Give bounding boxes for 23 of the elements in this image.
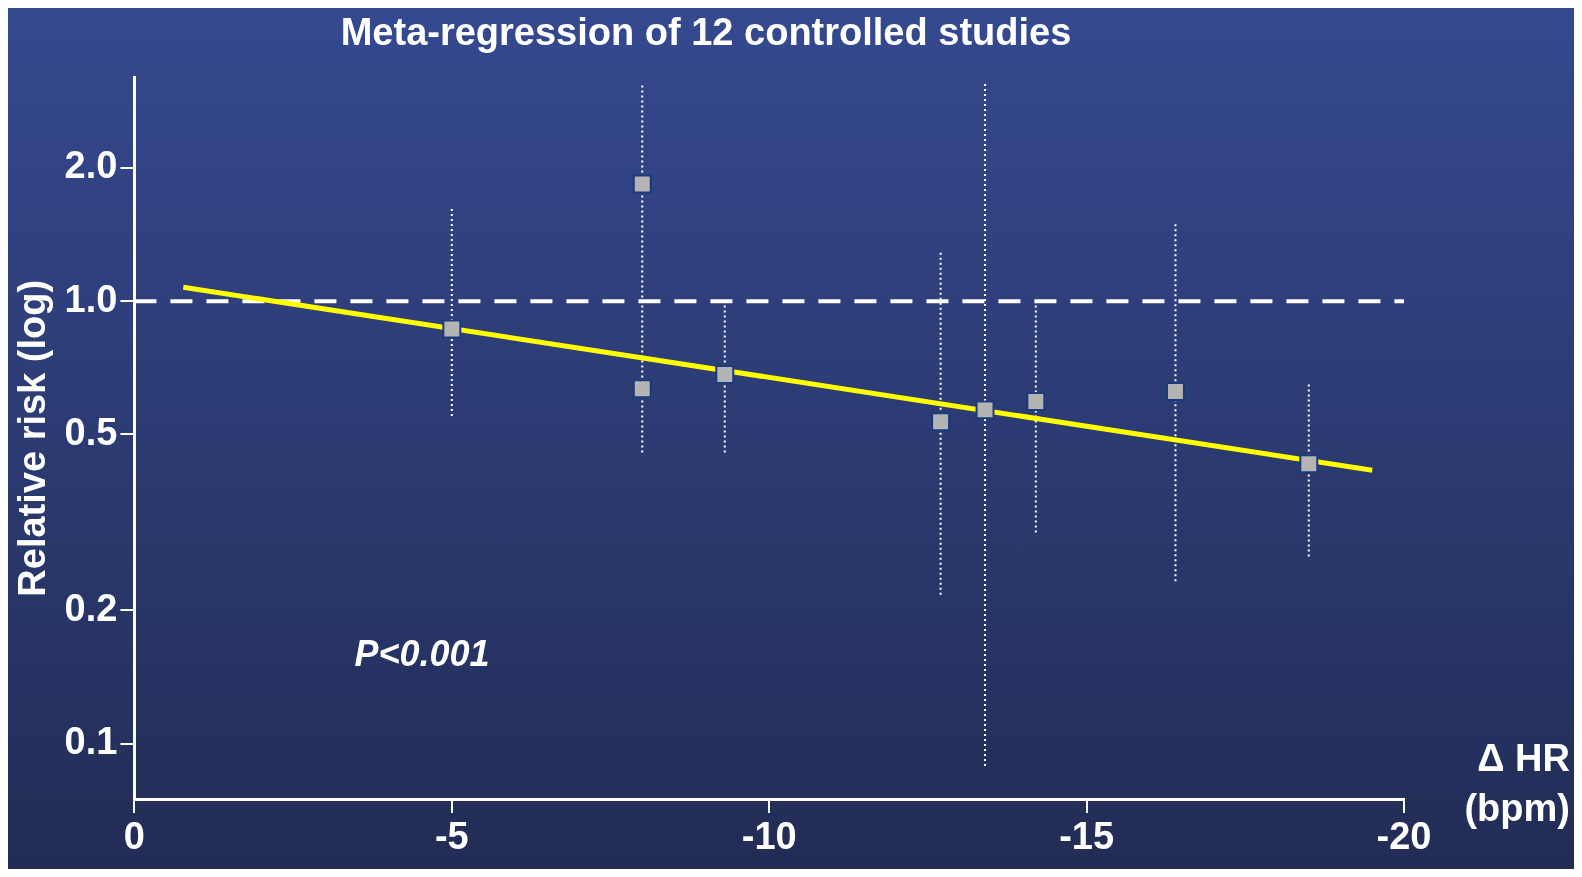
point xyxy=(632,174,652,194)
point xyxy=(442,319,462,339)
point xyxy=(1165,382,1185,401)
x-tick-label: 0 xyxy=(123,815,145,858)
y-tick-label: 0.1 xyxy=(64,720,118,763)
point xyxy=(1026,392,1046,412)
point xyxy=(632,379,652,399)
x-tick-label: -5 xyxy=(434,815,469,858)
y-axis-title: Relative risk (log) xyxy=(11,279,54,597)
annotation: P<0.001 xyxy=(354,632,490,674)
y-tick-label: 2.0 xyxy=(64,144,118,187)
y-tick-label: 1.0 xyxy=(64,277,118,320)
point xyxy=(1299,454,1319,474)
point xyxy=(931,412,951,432)
y-tick-label: 0.2 xyxy=(64,586,118,629)
point xyxy=(715,364,735,384)
x-tick-label: -20 xyxy=(1376,815,1432,858)
x-tick-label: -10 xyxy=(741,815,797,858)
chart-title: Meta-regression of 12 controlled studies xyxy=(340,11,1072,54)
point xyxy=(975,400,995,420)
x-tick-label: -15 xyxy=(1059,815,1115,858)
x-axis-title: Δ HR (bpm) xyxy=(1464,737,1570,830)
y-tick-label: 0.5 xyxy=(64,410,118,453)
